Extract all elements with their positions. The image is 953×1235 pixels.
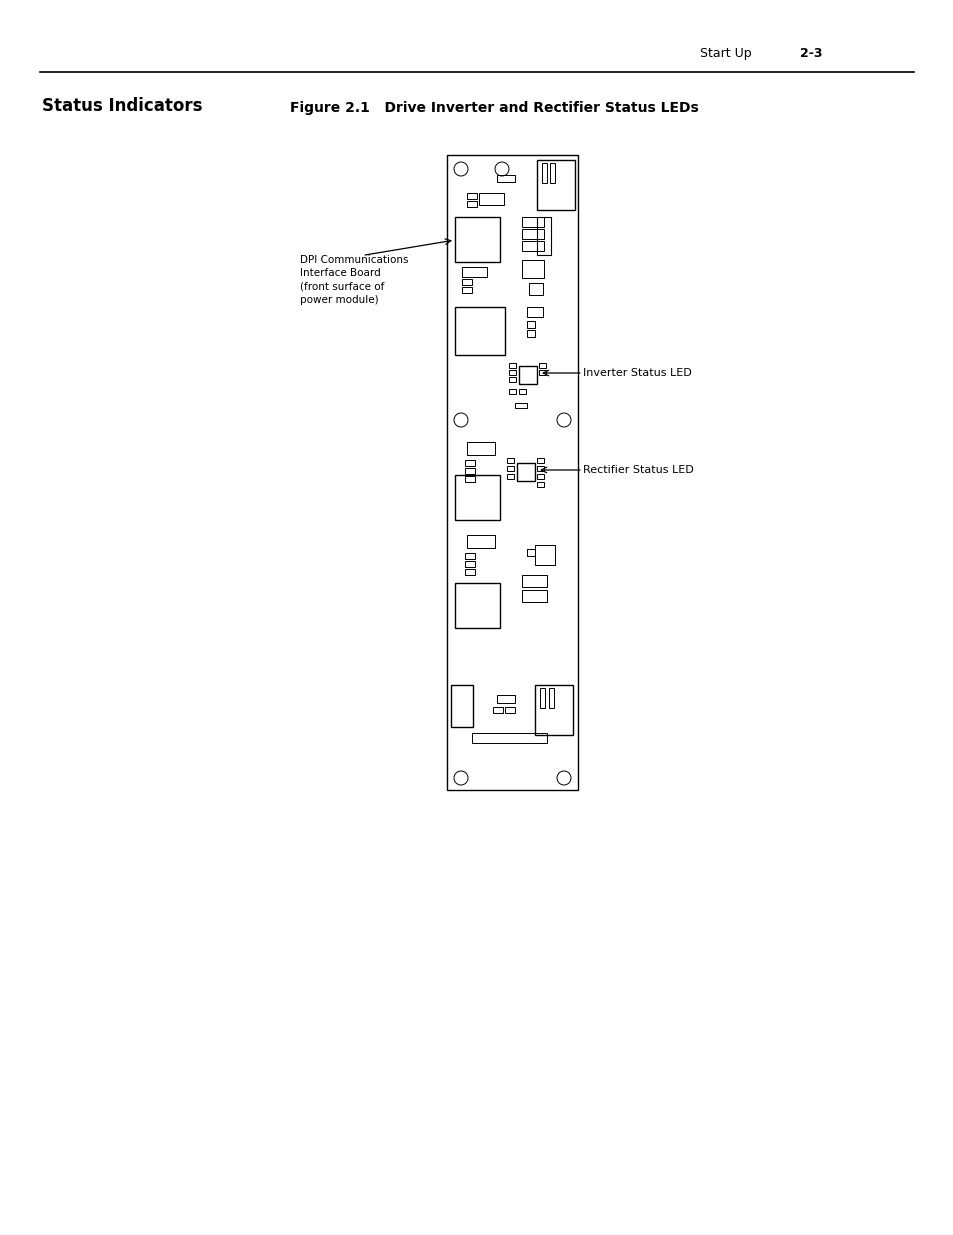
Bar: [506, 466, 514, 471]
Bar: [455, 475, 499, 520]
Bar: [497, 695, 515, 703]
Bar: [506, 474, 514, 479]
Bar: [504, 706, 515, 713]
Text: Start Up: Start Up: [700, 47, 751, 61]
Bar: [537, 466, 543, 471]
Bar: [521, 217, 543, 227]
Bar: [509, 377, 516, 382]
Bar: [526, 330, 535, 337]
Bar: [464, 553, 475, 559]
Text: DPI Communications
Interface Board
(front surface of
power module): DPI Communications Interface Board (fron…: [299, 254, 408, 305]
Bar: [521, 590, 546, 601]
Bar: [518, 366, 537, 384]
Bar: [464, 569, 475, 576]
Text: Inverter Status LED: Inverter Status LED: [582, 368, 691, 378]
Bar: [472, 734, 546, 743]
Bar: [493, 706, 502, 713]
Bar: [509, 389, 516, 394]
Bar: [535, 685, 573, 735]
Bar: [467, 442, 495, 454]
Bar: [521, 576, 546, 587]
Bar: [461, 267, 486, 277]
Bar: [526, 308, 542, 317]
Bar: [521, 241, 543, 251]
Bar: [521, 261, 543, 278]
Bar: [537, 458, 543, 463]
Bar: [464, 459, 475, 466]
Bar: [517, 463, 535, 480]
Bar: [461, 279, 472, 285]
Bar: [535, 545, 555, 564]
Bar: [509, 370, 516, 375]
Bar: [455, 308, 504, 354]
Text: Rectifier Status LED: Rectifier Status LED: [582, 466, 693, 475]
Bar: [467, 201, 476, 207]
Bar: [550, 163, 555, 183]
Bar: [548, 688, 554, 708]
Bar: [478, 193, 503, 205]
Bar: [447, 156, 578, 790]
Bar: [455, 583, 499, 629]
Bar: [537, 217, 551, 254]
Bar: [509, 363, 516, 368]
Bar: [529, 283, 542, 295]
Bar: [518, 389, 525, 394]
Bar: [467, 535, 495, 548]
Bar: [464, 561, 475, 567]
Bar: [526, 321, 535, 329]
Bar: [521, 228, 543, 240]
Bar: [451, 685, 473, 727]
Bar: [537, 474, 543, 479]
Bar: [541, 163, 546, 183]
Bar: [538, 363, 545, 368]
Bar: [537, 482, 543, 487]
Text: Status Indicators: Status Indicators: [42, 98, 202, 115]
Text: Figure 2.1   Drive Inverter and Rectifier Status LEDs: Figure 2.1 Drive Inverter and Rectifier …: [290, 101, 698, 115]
Bar: [467, 193, 476, 199]
Bar: [538, 370, 545, 375]
Bar: [464, 475, 475, 482]
Bar: [515, 403, 526, 408]
Bar: [506, 458, 514, 463]
Bar: [526, 550, 535, 556]
Bar: [461, 287, 472, 293]
Bar: [464, 468, 475, 474]
Bar: [539, 688, 544, 708]
Bar: [537, 161, 575, 210]
Text: 2-3: 2-3: [800, 47, 821, 61]
Bar: [455, 217, 499, 262]
Bar: [497, 175, 515, 182]
